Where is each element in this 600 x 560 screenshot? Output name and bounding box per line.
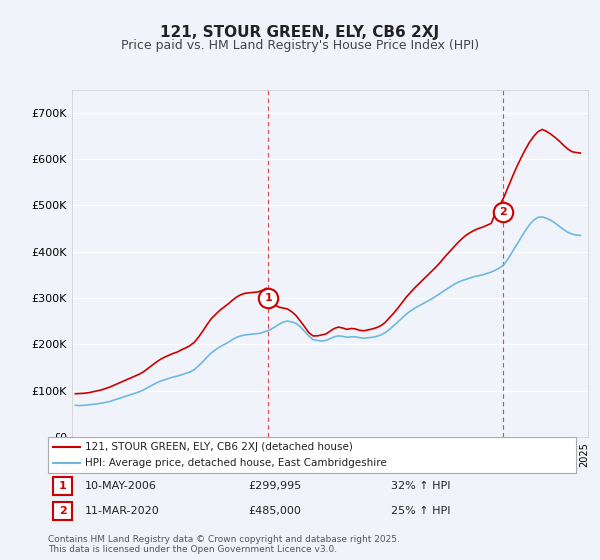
Text: 2: 2: [499, 207, 507, 217]
Text: 1: 1: [59, 481, 67, 491]
Text: £485,000: £485,000: [248, 506, 302, 516]
Text: HPI: Average price, detached house, East Cambridgeshire: HPI: Average price, detached house, East…: [85, 458, 387, 468]
Text: Contains HM Land Registry data © Crown copyright and database right 2025.
This d: Contains HM Land Registry data © Crown c…: [48, 535, 400, 554]
Text: 2: 2: [59, 506, 67, 516]
FancyBboxPatch shape: [53, 502, 72, 520]
Text: 25% ↑ HPI: 25% ↑ HPI: [391, 506, 451, 516]
Text: 32% ↑ HPI: 32% ↑ HPI: [391, 481, 451, 491]
Text: Price paid vs. HM Land Registry's House Price Index (HPI): Price paid vs. HM Land Registry's House …: [121, 39, 479, 52]
Text: 11-MAR-2020: 11-MAR-2020: [85, 506, 160, 516]
FancyBboxPatch shape: [53, 477, 72, 495]
Text: £299,995: £299,995: [248, 481, 302, 491]
Text: 10-MAY-2006: 10-MAY-2006: [85, 481, 157, 491]
Text: 1: 1: [265, 293, 272, 303]
Text: 121, STOUR GREEN, ELY, CB6 2XJ: 121, STOUR GREEN, ELY, CB6 2XJ: [160, 25, 440, 40]
Text: 121, STOUR GREEN, ELY, CB6 2XJ (detached house): 121, STOUR GREEN, ELY, CB6 2XJ (detached…: [85, 442, 353, 452]
